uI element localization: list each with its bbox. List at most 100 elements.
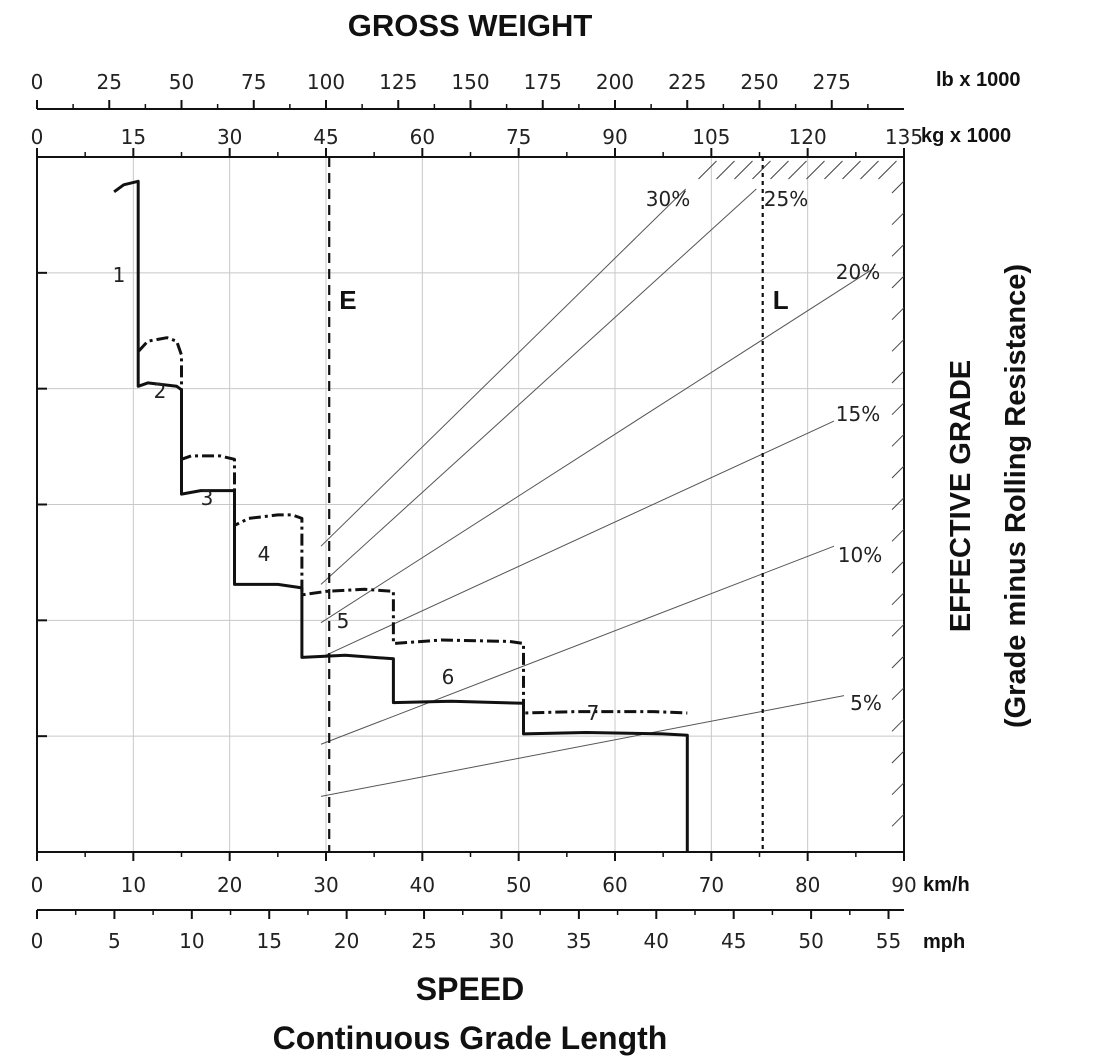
mph-unit-label: mph <box>923 931 965 953</box>
mph-tick-label: 10 <box>179 929 204 953</box>
kg-tick-label: 75 <box>506 125 531 149</box>
grade-line-15 <box>320 420 835 658</box>
series-solid <box>113 179 689 852</box>
lb-tick-label: 125 <box>379 70 417 94</box>
grade-scale-tick <box>891 180 905 194</box>
lb-tick-label: 100 <box>307 70 345 94</box>
grade-line-10 <box>320 545 835 745</box>
kmh-tick-label: 70 <box>699 873 724 897</box>
mph-tick-label: 0 <box>31 929 44 953</box>
kg-tick-label: 60 <box>410 125 435 149</box>
lb-tick-label: 225 <box>668 70 706 94</box>
grade-corner-tick <box>878 160 897 180</box>
kmh-unit-label: km/h <box>923 874 970 896</box>
x-axis-subtitle: Continuous Grade Length <box>273 1020 668 1056</box>
grade-scale-tick <box>891 623 905 637</box>
marker-label-E: E <box>339 285 356 315</box>
kmh-tick-label: 90 <box>891 873 916 897</box>
grade-corner-tick <box>860 160 879 180</box>
grade-label-10: 10% <box>838 543 882 567</box>
grade-lines: 30% 25% 20% 15% 10% 5% <box>320 187 882 797</box>
grade-corner-tick <box>734 160 753 180</box>
grade-scale-tick <box>891 497 905 511</box>
x-axis-title: SPEED <box>416 971 524 1007</box>
marker-label-L: L <box>773 285 789 315</box>
grade-corner-tick <box>716 160 735 180</box>
mph-tick-label: 25 <box>411 929 436 953</box>
grade-scale-tick <box>891 750 905 764</box>
kg-tick-label: 120 <box>789 125 827 149</box>
lb-tick-label: 150 <box>451 70 489 94</box>
kg-tick-label: 30 <box>217 125 242 149</box>
gear-label-5: 5 <box>337 609 350 633</box>
axes <box>37 108 904 911</box>
y-axis-title: EFFECTIVE GRADE <box>945 360 977 632</box>
grade-corner-tick <box>824 160 843 180</box>
grade-scale-tick <box>891 655 905 669</box>
mph-tick-label: 20 <box>334 929 359 953</box>
mph-tick-label: 45 <box>721 929 746 953</box>
kmh-tick-label: 0 <box>31 873 44 897</box>
grade-scale-tick <box>891 212 905 226</box>
grid <box>37 157 904 852</box>
grade-scale-tick <box>891 402 905 416</box>
grade-label-5: 5% <box>850 691 882 715</box>
gear-label-6: 6 <box>442 665 455 689</box>
kmh-tick-label: 80 <box>795 873 820 897</box>
grade-scale-tick <box>891 592 905 606</box>
mph-tick-label: 30 <box>489 929 514 953</box>
grade-line-5 <box>320 695 845 797</box>
grade-scale-tick <box>891 782 905 796</box>
gear-label-4: 4 <box>258 542 271 566</box>
mph-tick-label: 55 <box>876 929 901 953</box>
kg-tick-label: 45 <box>313 125 338 149</box>
grade-label-30: 30% <box>646 187 690 211</box>
kg-tick-label: 90 <box>602 125 627 149</box>
kmh-tick-label: 60 <box>602 873 627 897</box>
grade-scale-tick <box>891 813 905 827</box>
grade-scale-tick <box>891 307 905 321</box>
grade-scale-tick <box>891 338 905 352</box>
gear-label-2: 2 <box>154 379 167 403</box>
grade-corner-tick <box>788 160 807 180</box>
grade-line-20 <box>320 267 875 624</box>
gear-label-3: 3 <box>201 486 214 510</box>
grade-line-25 <box>320 188 757 585</box>
grade-corner-tick <box>770 160 789 180</box>
kg-unit-label: kg x 1000 <box>921 125 1011 147</box>
lb-tick-label: 75 <box>241 70 266 94</box>
grade-corner-tick <box>842 160 861 180</box>
grade-scale-tick <box>891 465 905 479</box>
mph-tick-label: 50 <box>798 929 823 953</box>
kg-tick-label: 135 <box>885 125 923 149</box>
mph-tick-label: 35 <box>566 929 591 953</box>
grade-scale-tick <box>891 687 905 701</box>
mph-tick-label: 5 <box>108 929 121 953</box>
lb-unit-label: lb x 1000 <box>936 69 1021 91</box>
grade-scale-tick <box>891 433 905 447</box>
grade-label-20: 20% <box>836 260 880 284</box>
grade-scale-tick <box>891 718 905 732</box>
grade-corner-tick <box>806 160 825 180</box>
lb-tick-label: 250 <box>740 70 778 94</box>
series-dashdot <box>137 336 688 715</box>
mph-tick-label: 15 <box>257 929 282 953</box>
kmh-tick-label: 30 <box>313 873 338 897</box>
kmh-tick-label: 40 <box>410 873 435 897</box>
y-axis-subtitle: (Grade minus Rolling Resistance) <box>1000 264 1032 728</box>
lb-tick-label: 25 <box>97 70 122 94</box>
grade-scale-tick <box>891 370 905 384</box>
lb-tick-label: 50 <box>169 70 194 94</box>
grade-corner-tick <box>752 160 771 180</box>
kmh-tick-label: 10 <box>121 873 146 897</box>
grade-line-30 <box>320 188 686 547</box>
kg-tick-label: 105 <box>692 125 730 149</box>
kg-tick-label: 0 <box>31 125 44 149</box>
lb-tick-label: 275 <box>813 70 851 94</box>
chart-title: GROSS WEIGHT <box>348 8 593 43</box>
kmh-tick-label: 50 <box>506 873 531 897</box>
kmh-tick-label: 20 <box>217 873 242 897</box>
